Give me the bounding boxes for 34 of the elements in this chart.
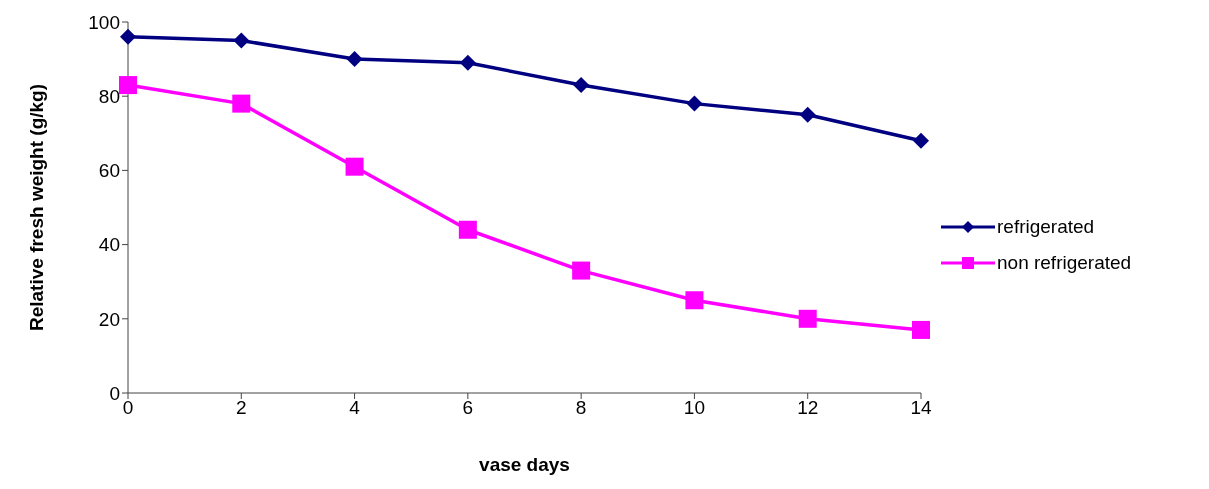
point	[572, 261, 591, 280]
x-tick-label: 8	[575, 397, 587, 419]
x-tick-label: 0	[122, 397, 134, 419]
point	[912, 320, 930, 339]
legend-label: refrigerated	[997, 215, 1095, 238]
point	[573, 77, 590, 94]
point	[233, 32, 250, 49]
legend-label: non refrigerated	[997, 251, 1132, 274]
point	[120, 28, 136, 45]
point	[458, 220, 477, 239]
x-tick-label: 2	[236, 397, 247, 419]
x-tick-label: 4	[349, 397, 361, 419]
x-tick-label: 6	[462, 397, 474, 419]
y-axis-title: Relative fresh weight (g/kg)	[25, 83, 47, 332]
x-axis-title: vase days	[479, 454, 570, 475]
x-tick-label: 12	[797, 397, 819, 419]
point	[798, 309, 817, 328]
x-tick-label: 14	[910, 397, 932, 419]
y-tick-label: 80	[98, 85, 120, 107]
y-tick-label: 20	[98, 308, 120, 330]
point	[459, 54, 476, 71]
y-tick-label: 40	[98, 234, 120, 256]
point	[799, 106, 816, 123]
point	[119, 76, 137, 95]
point	[913, 132, 929, 149]
point	[345, 157, 364, 176]
point	[686, 95, 703, 112]
point	[232, 94, 251, 113]
x-tick-label: 10	[683, 397, 705, 419]
point	[346, 51, 363, 68]
y-tick-label: 60	[98, 160, 120, 182]
y-tick-label: 0	[109, 382, 120, 404]
point	[685, 291, 704, 310]
y-tick-label: 100	[88, 11, 120, 33]
